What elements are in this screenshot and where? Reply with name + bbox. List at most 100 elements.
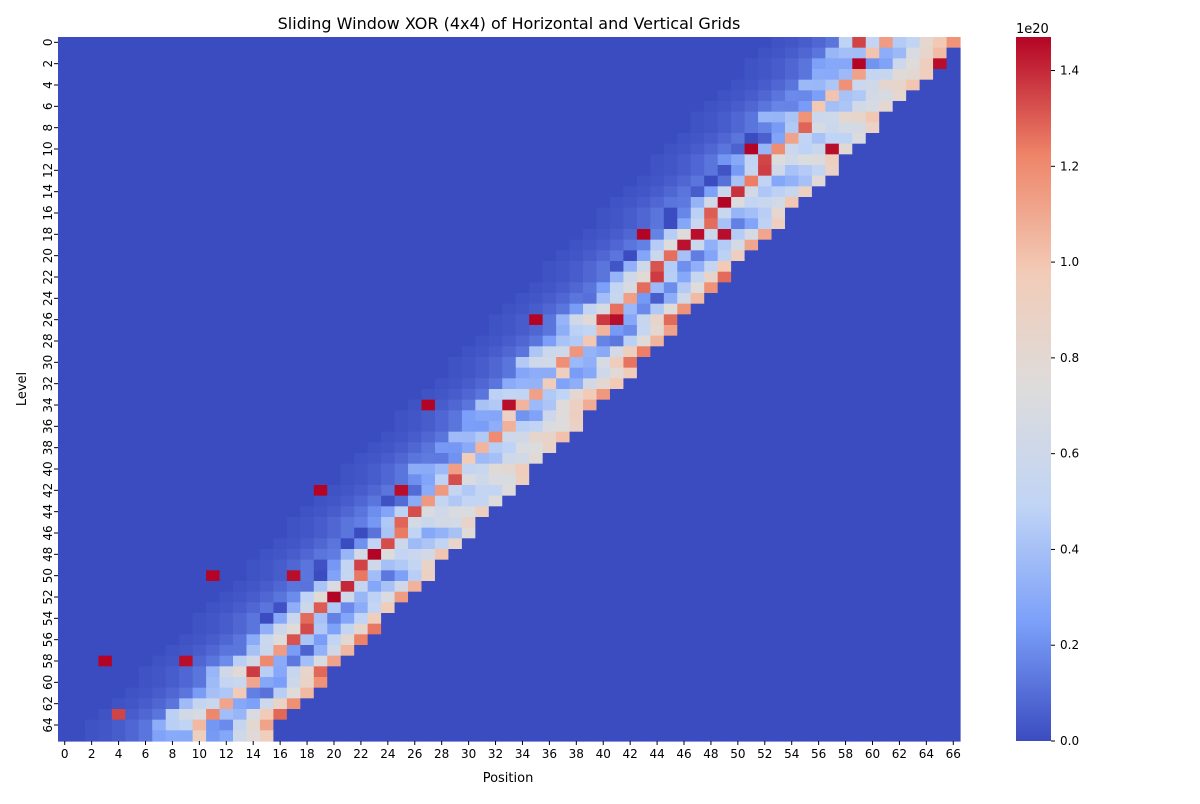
heatmap-cell <box>946 133 961 145</box>
heatmap-cell <box>717 399 732 411</box>
heatmap-cell <box>125 719 140 731</box>
heatmap-cell <box>798 431 813 443</box>
heatmap-cell <box>879 570 894 582</box>
heatmap-cell <box>367 47 382 59</box>
heatmap-cell <box>488 271 503 283</box>
heatmap-cell <box>434 357 450 369</box>
heatmap-cell <box>838 122 853 134</box>
heatmap-cell <box>852 154 867 166</box>
heatmap-cell <box>623 367 638 379</box>
heatmap-cell <box>771 655 786 667</box>
heatmap-cell <box>98 79 113 91</box>
heatmap-cell <box>138 645 153 657</box>
heatmap-cell <box>879 239 894 251</box>
heatmap-cell <box>623 90 638 102</box>
heatmap-cell <box>340 303 355 315</box>
heatmap-cell <box>152 623 167 635</box>
heatmap-cell <box>596 698 611 710</box>
heatmap-cell <box>381 357 396 369</box>
heatmap-cell <box>825 378 840 390</box>
heatmap-cell <box>596 197 611 209</box>
heatmap-cell <box>865 133 880 145</box>
heatmap-cell <box>515 645 530 657</box>
heatmap-cell <box>798 250 813 262</box>
heatmap-cell <box>879 261 894 273</box>
heatmap-cell <box>717 570 732 582</box>
heatmap-cell <box>300 655 315 667</box>
heatmap-cell <box>811 581 826 593</box>
heatmap-cell <box>354 613 369 625</box>
heatmap-cell <box>206 90 221 102</box>
heatmap-cell <box>542 677 557 689</box>
heatmap-cell <box>906 101 921 113</box>
y-tick-label: 12 <box>41 163 55 178</box>
heatmap-cell <box>784 410 800 422</box>
heatmap-cell <box>327 719 342 731</box>
heatmap-cell <box>542 613 557 625</box>
heatmap-cell <box>111 570 126 582</box>
heatmap-cell <box>448 229 463 241</box>
heatmap-cell <box>515 111 530 123</box>
heatmap-cell <box>650 709 665 721</box>
heatmap-cell <box>394 293 409 305</box>
heatmap-cell <box>381 261 396 273</box>
heatmap-cell <box>906 90 921 102</box>
heatmap-cell <box>84 463 99 475</box>
heatmap-cell <box>475 463 490 475</box>
heatmap-cell <box>623 655 638 667</box>
heatmap-cell <box>933 463 948 475</box>
heatmap-cell <box>717 37 732 49</box>
heatmap-cell <box>529 357 544 369</box>
heatmap-cell <box>179 282 194 294</box>
heatmap-cell <box>865 421 880 433</box>
heatmap-cell <box>933 79 948 91</box>
heatmap-cell <box>71 314 86 326</box>
heatmap-cell <box>179 687 194 699</box>
heatmap-cell <box>327 623 342 635</box>
heatmap-cell <box>233 442 248 454</box>
heatmap-cell <box>448 239 463 251</box>
heatmap-cell <box>542 517 557 529</box>
heatmap-cell <box>138 282 153 294</box>
heatmap-cell <box>933 677 948 689</box>
heatmap-cell <box>179 293 194 305</box>
heatmap-cell <box>542 186 557 198</box>
heatmap-cell <box>663 325 678 337</box>
heatmap-cell <box>179 613 194 625</box>
heatmap-cell <box>663 719 678 731</box>
heatmap-cell <box>367 175 382 187</box>
heatmap-cell <box>381 655 396 667</box>
heatmap-cell <box>246 271 261 283</box>
heatmap-cell <box>502 581 517 593</box>
heatmap-cell <box>448 378 463 390</box>
heatmap-cell <box>219 207 234 219</box>
heatmap-cell <box>111 410 126 422</box>
heatmap-cell <box>892 730 907 742</box>
heatmap-cell <box>165 197 180 209</box>
heatmap-cell <box>327 154 342 166</box>
heatmap-cell <box>609 645 625 657</box>
heatmap-cell <box>354 165 369 177</box>
heatmap-cell <box>394 613 409 625</box>
heatmap-cell <box>758 239 773 251</box>
heatmap-cell <box>825 143 840 155</box>
heatmap-cell <box>502 687 517 699</box>
heatmap-cell <box>192 37 207 49</box>
heatmap-cell <box>919 47 934 59</box>
heatmap-cell <box>300 698 315 710</box>
heatmap-cell <box>475 687 490 699</box>
heatmap-cell <box>286 645 301 657</box>
heatmap-cell <box>919 463 934 475</box>
heatmap-cell <box>758 549 773 561</box>
heatmap-cell <box>542 431 557 443</box>
heatmap-cell <box>206 570 221 582</box>
heatmap-cell <box>906 261 921 273</box>
heatmap-cell <box>421 293 436 305</box>
heatmap-cell <box>125 79 140 91</box>
heatmap-cell <box>556 101 571 113</box>
heatmap-cell <box>98 495 113 507</box>
heatmap-cell <box>636 730 651 742</box>
heatmap-cell <box>663 378 678 390</box>
heatmap-cell <box>744 453 759 465</box>
heatmap-cell <box>71 47 86 59</box>
